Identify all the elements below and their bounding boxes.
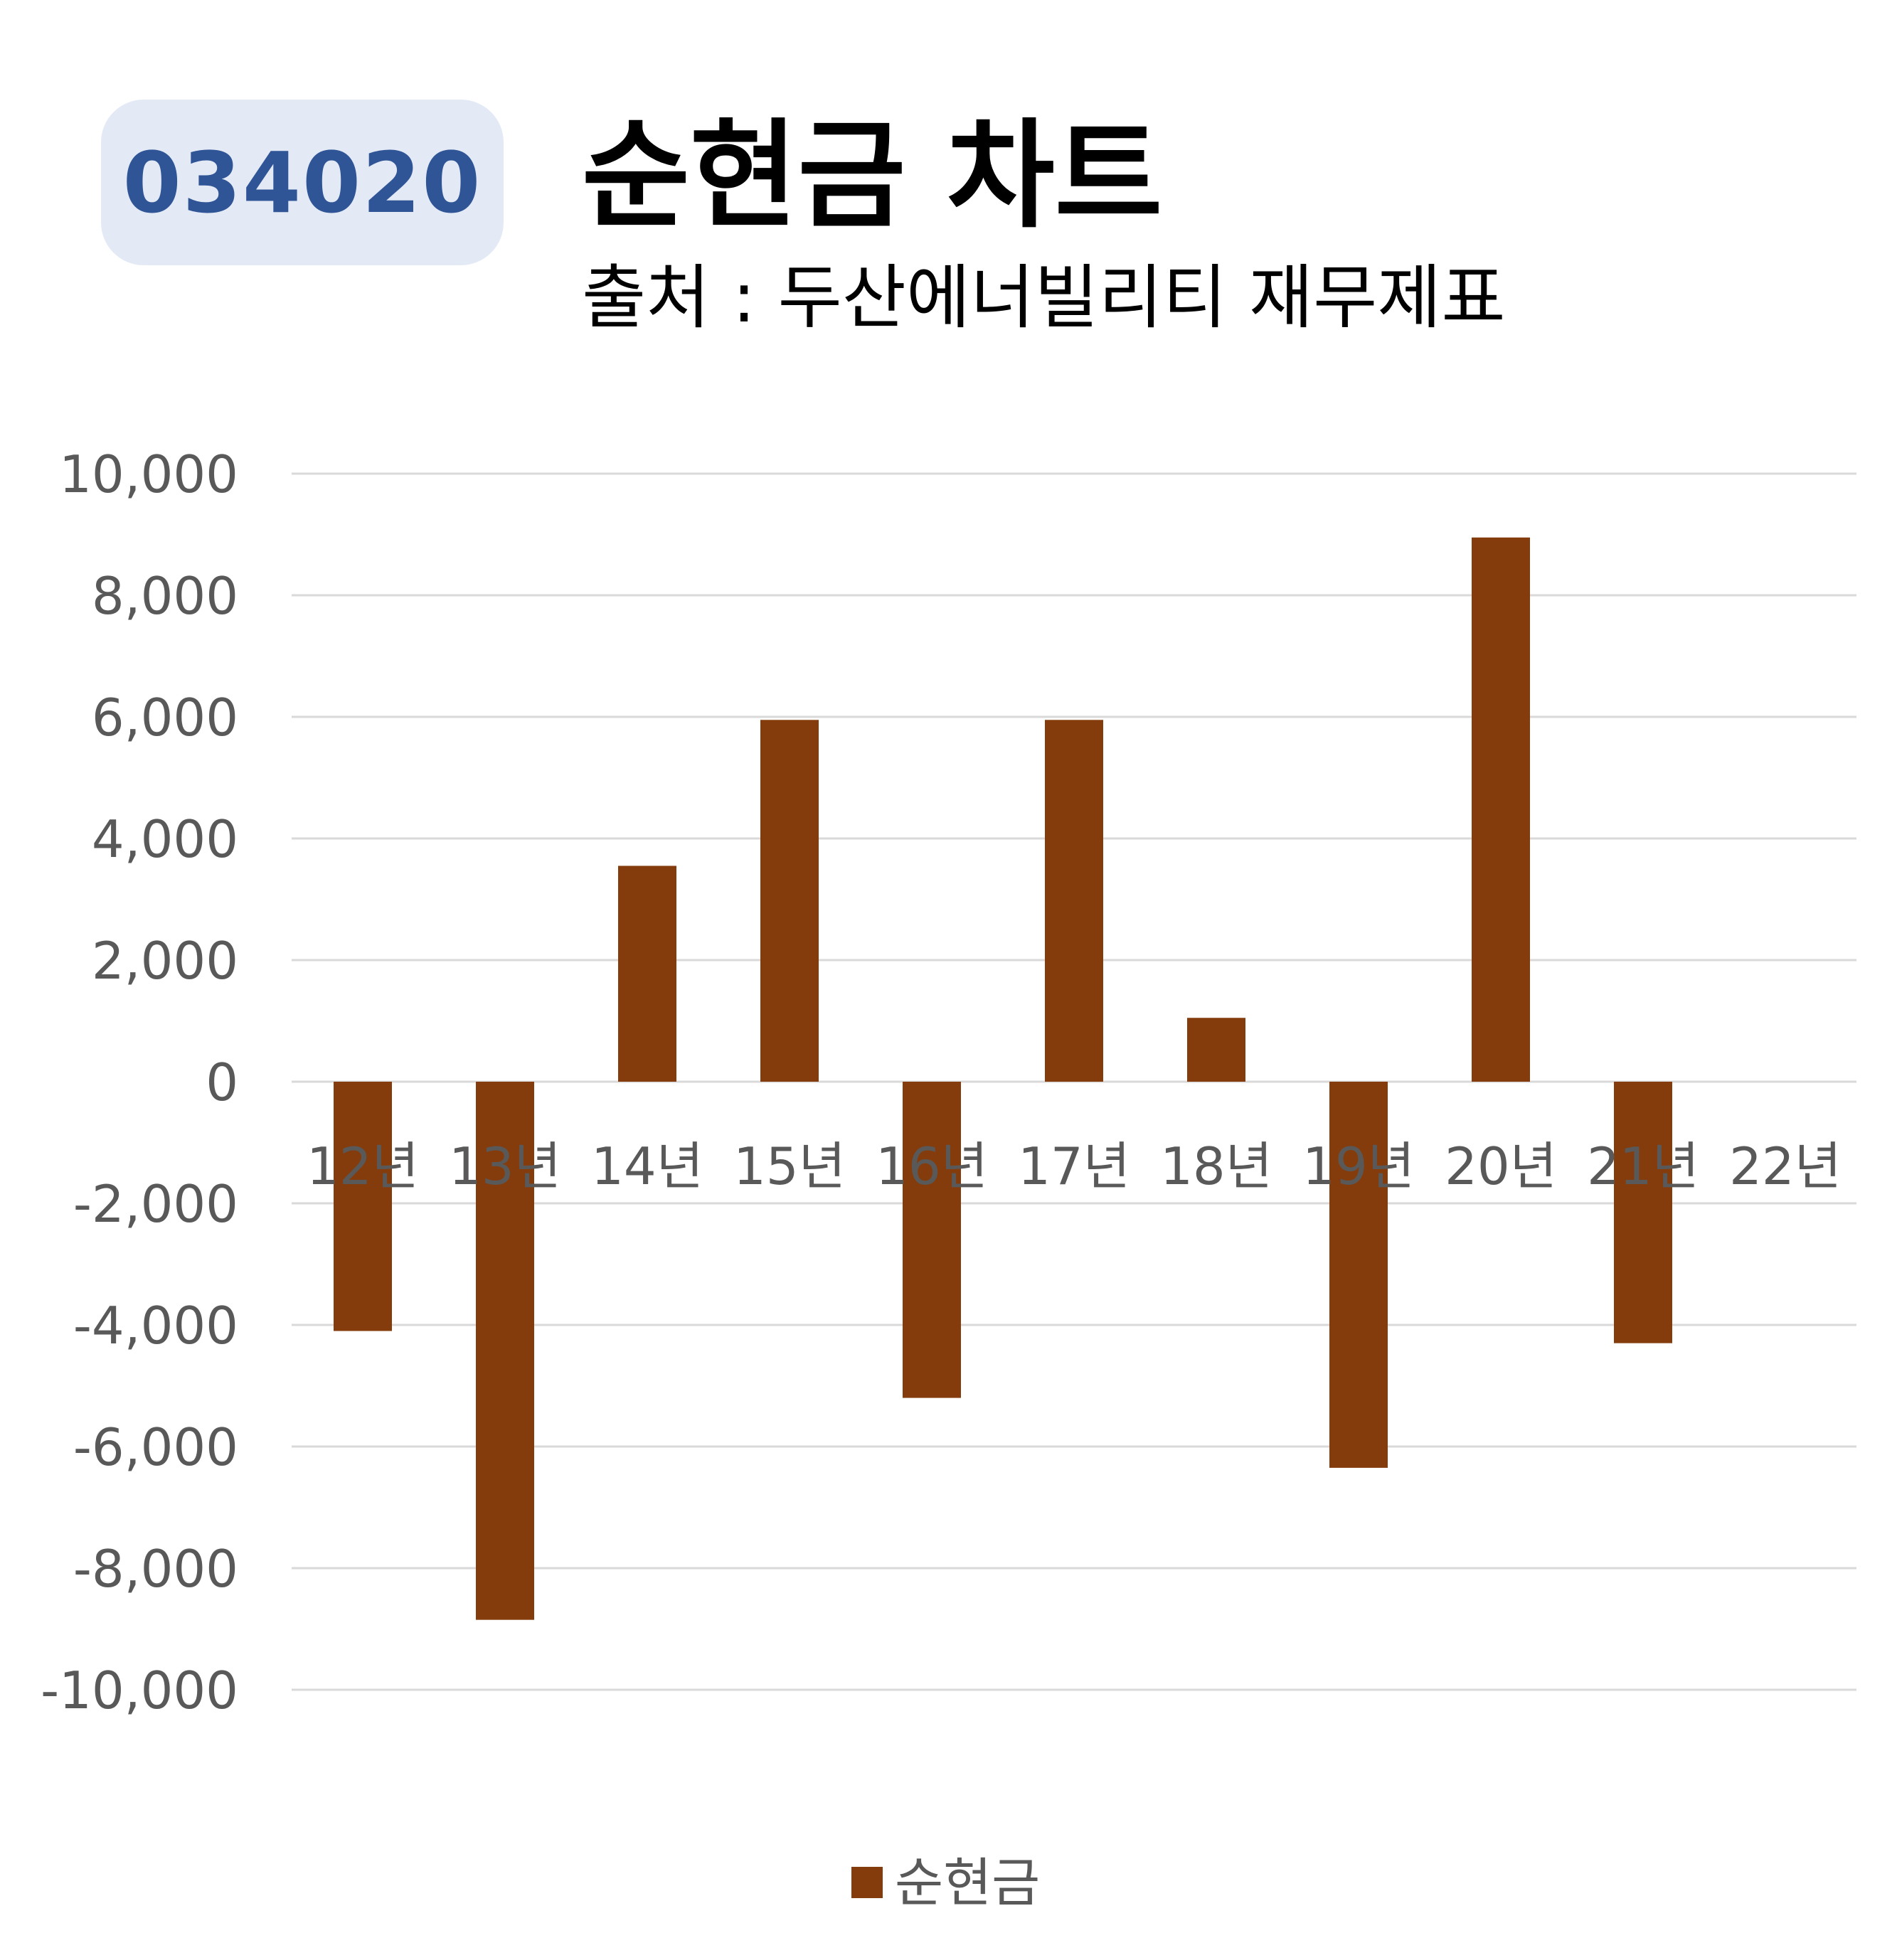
x-tick-label: 15년 xyxy=(733,1136,846,1196)
chart-subtitle: 출처 : 두산에너빌리티 재무제표 xyxy=(582,257,1506,339)
x-tick-label: 12년 xyxy=(307,1136,419,1196)
y-tick-label: -8,000 xyxy=(73,1539,238,1599)
x-axis-ticks: 12년 13년 14년 15년 16년 17년 18년 19년 20년 21년 22년 xyxy=(307,1136,1842,1196)
y-axis-ticks: 10,000 8,000 6,000 4,000 2,000 0 -2,000 -4,000 -… xyxy=(41,444,238,1720)
bars xyxy=(334,537,1672,1620)
x-tick-label: 19년 xyxy=(1302,1136,1415,1196)
bar xyxy=(1329,1082,1388,1468)
x-tick-label: 22년 xyxy=(1729,1136,1842,1196)
stock-code: 034020 xyxy=(122,133,482,232)
bar xyxy=(903,1082,961,1398)
bar xyxy=(1472,537,1530,1082)
bar xyxy=(1614,1082,1672,1343)
y-tick-label: -2,000 xyxy=(73,1174,238,1234)
y-tick-label: 10,000 xyxy=(59,444,238,504)
x-tick-label: 20년 xyxy=(1445,1136,1557,1196)
y-tick-label: -6,000 xyxy=(73,1417,238,1477)
x-tick-label: 13년 xyxy=(449,1136,561,1196)
y-tick-label: 2,000 xyxy=(92,931,238,991)
bar xyxy=(334,1082,392,1331)
bar xyxy=(618,866,676,1082)
x-tick-label: 16년 xyxy=(876,1136,988,1196)
bar xyxy=(760,720,819,1082)
x-tick-label: 18년 xyxy=(1160,1136,1272,1196)
x-tick-label: 14년 xyxy=(591,1136,703,1196)
y-tick-label: 6,000 xyxy=(92,688,238,747)
bar xyxy=(1045,720,1103,1082)
x-tick-label: 21년 xyxy=(1587,1136,1699,1196)
legend-swatch xyxy=(851,1867,883,1898)
y-tick-label: 4,000 xyxy=(92,809,238,869)
bar xyxy=(1187,1018,1245,1082)
y-tick-label: -4,000 xyxy=(73,1296,238,1356)
legend: 순현금 xyxy=(851,1853,1040,1914)
y-tick-label: 8,000 xyxy=(92,566,238,626)
stock-code-badge: 034020 xyxy=(101,100,504,265)
y-tick-label: -10,000 xyxy=(41,1661,238,1720)
x-tick-label: 17년 xyxy=(1018,1136,1130,1196)
legend-label: 순현금 xyxy=(895,1853,1040,1914)
bar xyxy=(476,1082,534,1620)
chart-title: 순현금 차트 xyxy=(582,107,1163,244)
y-tick-label: 0 xyxy=(206,1053,238,1112)
